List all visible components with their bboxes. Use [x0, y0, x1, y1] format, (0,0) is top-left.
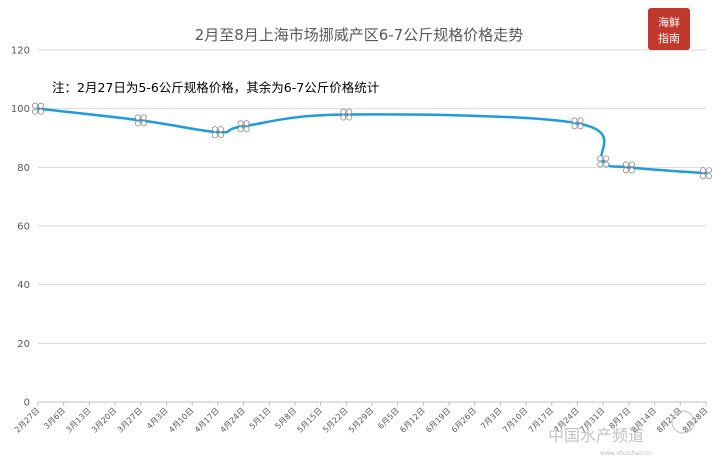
- data-point-marker: [134, 114, 147, 127]
- marker-ring: [38, 102, 45, 109]
- marker-ring: [32, 102, 39, 109]
- x-tick-label: 7月3日: [479, 406, 504, 431]
- x-tick-label: 4月17日: [193, 406, 221, 434]
- marker-ring: [700, 173, 707, 180]
- data-point-marker: [32, 102, 45, 115]
- logo-badge: [648, 8, 690, 50]
- marker-ring: [628, 167, 635, 174]
- x-tick-label: 3月6日: [42, 406, 67, 431]
- marker-ring: [597, 155, 604, 162]
- marker-ring: [134, 114, 141, 121]
- marker-ring: [603, 155, 610, 162]
- marker-ring: [237, 126, 244, 133]
- marker-ring: [577, 117, 584, 124]
- y-tick-label: 0: [24, 398, 30, 409]
- marker-ring: [243, 126, 250, 133]
- chart-title: 2月至8月上海市场挪威产区6-7公斤规格价格走势: [195, 26, 524, 44]
- x-tick-label: 8月21日: [655, 406, 683, 434]
- marker-ring: [140, 120, 147, 127]
- x-tick-label: 8月28日: [681, 406, 709, 434]
- x-tick-label: 3月27日: [116, 406, 144, 434]
- marker-ring: [577, 123, 584, 130]
- x-tick-label: 6月19日: [424, 406, 452, 434]
- chart-annotation: 注：2月27日为5-6公斤规格价格，其余为6-7公斤价格统计: [52, 80, 379, 95]
- marker-ring: [340, 108, 347, 115]
- x-tick-label: 4月24日: [218, 406, 246, 434]
- marker-ring: [597, 161, 604, 168]
- y-tick-label: 20: [17, 339, 30, 350]
- brand-logo: 海鲜 指南: [648, 8, 690, 50]
- logo-line-1: 海鲜: [658, 15, 680, 29]
- grid-lines: [38, 49, 706, 403]
- data-point-marker: [571, 117, 584, 130]
- marker-ring: [217, 132, 224, 139]
- x-tick-label: 5月29日: [347, 406, 375, 434]
- data-point-marker: [700, 167, 713, 180]
- x-tick-label: 5月22日: [321, 406, 349, 434]
- y-tick-label: 100: [11, 104, 30, 115]
- marker-ring: [211, 126, 218, 133]
- x-tick-label: 2月27日: [13, 406, 41, 434]
- marker-ring: [346, 108, 353, 115]
- marker-ring: [700, 167, 707, 174]
- y-tick-label: 40: [17, 280, 30, 291]
- x-tick-label: 7月10日: [501, 406, 529, 434]
- x-tick-label: 5月8日: [273, 406, 298, 431]
- x-tick-label: 6月5日: [376, 406, 401, 431]
- x-tick-label: 5月1日: [248, 406, 273, 431]
- x-tick-label: 4月3日: [145, 406, 170, 431]
- marker-ring: [217, 126, 224, 133]
- y-tick-label: 80: [17, 163, 30, 174]
- marker-ring: [571, 117, 578, 124]
- series-line: [36, 107, 708, 175]
- x-tick-label: 6月26日: [450, 406, 478, 434]
- marker-ring: [622, 167, 629, 174]
- marker-ring: [237, 120, 244, 127]
- x-tick-label: 4月10日: [167, 406, 195, 434]
- data-point-marker: [622, 161, 635, 174]
- y-tick-label: 120: [11, 46, 30, 57]
- marker-ring: [628, 161, 635, 168]
- data-point-marker: [211, 126, 224, 139]
- data-point-marker: [597, 155, 610, 168]
- marker-ring: [243, 120, 250, 127]
- watermark: 中国水产频道 www.shuichan.cc: [548, 410, 695, 457]
- marker-ring: [211, 132, 218, 139]
- y-axis-tick-labels: 0 20 40 60 80 100 120: [11, 46, 30, 409]
- y-tick-label: 60: [17, 222, 30, 233]
- watermark-text: 中国水产频道: [548, 426, 644, 445]
- marker-ring: [32, 108, 39, 115]
- marker-ring: [706, 173, 713, 180]
- marker-ring: [340, 114, 347, 121]
- price-series: [32, 102, 713, 180]
- marker-ring: [706, 167, 713, 174]
- x-tick-label: 5月15日: [296, 406, 324, 434]
- marker-ring: [603, 161, 610, 168]
- marker-ring: [38, 108, 45, 115]
- marker-ring: [134, 120, 141, 127]
- marker-ring: [346, 114, 353, 121]
- data-point-marker: [340, 108, 353, 121]
- logo-line-2: 指南: [658, 31, 680, 45]
- marker-ring: [140, 114, 147, 121]
- x-tick-label: 3月20日: [90, 406, 118, 434]
- globe-icon: [671, 410, 695, 434]
- watermark-url: www.shuichan.cc: [600, 450, 652, 457]
- x-tick-label: 3月13日: [64, 406, 92, 434]
- x-tick-label: 6月12日: [398, 406, 426, 434]
- marker-ring: [622, 161, 629, 168]
- data-point-marker: [237, 120, 250, 133]
- marker-ring: [571, 123, 578, 130]
